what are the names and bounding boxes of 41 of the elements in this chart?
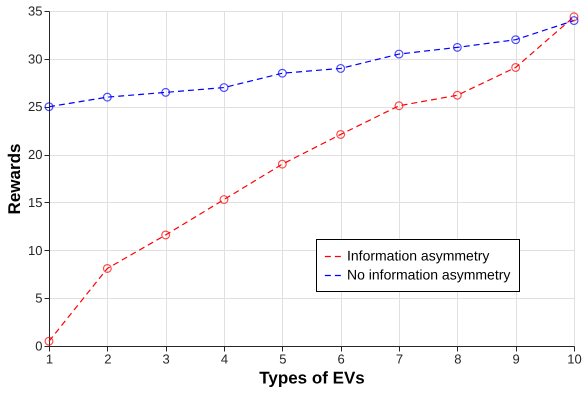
y-tick-label: 10 xyxy=(28,242,42,258)
point xyxy=(278,68,287,78)
x-tick-label: 9 xyxy=(512,352,520,366)
point xyxy=(336,64,346,73)
point xyxy=(220,83,228,92)
y-tick-label: 30 xyxy=(28,51,42,66)
x-axis-title: Types of EVs xyxy=(259,368,365,388)
point xyxy=(102,264,112,273)
x-tick-label: 2 xyxy=(104,352,112,366)
y-tick-label: 35 xyxy=(28,4,42,18)
legend-label: No information asymmetry xyxy=(347,266,510,282)
x-tick-label: 7 xyxy=(396,352,404,366)
point xyxy=(102,92,112,102)
x-tick-label: 3 xyxy=(162,352,170,366)
point xyxy=(220,195,228,204)
point xyxy=(336,130,346,139)
legend-label: Information asymmetry xyxy=(347,248,490,264)
x-tick-label: 8 xyxy=(454,352,462,366)
x-tick-label: 6 xyxy=(338,352,345,366)
y-tick-label: 15 xyxy=(28,194,42,210)
point xyxy=(278,160,287,169)
x-tick-label: 1 xyxy=(46,352,54,366)
point xyxy=(394,101,404,110)
y-tick-label: 20 xyxy=(28,147,42,162)
point xyxy=(511,63,520,72)
x-tick-label: 4 xyxy=(220,352,228,366)
y-axis-title: Rewards xyxy=(5,144,24,214)
x-tick-label: 10 xyxy=(567,352,582,366)
y-tick-label: 5 xyxy=(35,290,42,306)
point xyxy=(394,50,404,59)
x-tick-label: 5 xyxy=(279,352,286,366)
point xyxy=(452,42,462,52)
point xyxy=(570,12,578,22)
y-tick-label: 25 xyxy=(28,99,42,114)
point xyxy=(161,88,170,97)
point xyxy=(452,90,462,100)
y-tick-label: 0 xyxy=(35,338,42,354)
point xyxy=(44,102,54,112)
point xyxy=(570,16,578,26)
point xyxy=(161,230,170,240)
point xyxy=(511,35,520,44)
